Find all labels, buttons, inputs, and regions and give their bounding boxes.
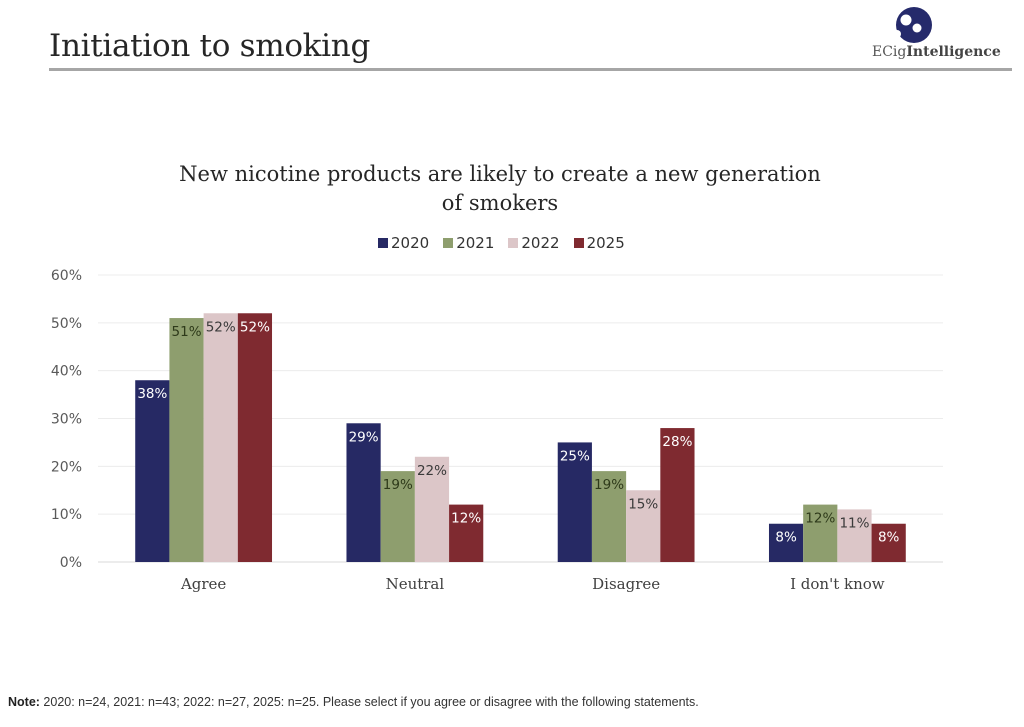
y-tick-label: 60%	[51, 268, 82, 284]
legend-label: 2022	[521, 234, 560, 252]
footnote: Note: 2020: n=24, 2021: n=43; 2022: n=27…	[8, 695, 699, 709]
data-label: 8%	[775, 530, 797, 546]
bar	[837, 509, 872, 562]
bar	[871, 523, 906, 562]
data-label: 8%	[878, 530, 900, 546]
data-label: 22%	[417, 463, 447, 479]
x-tick-label: Neutral	[386, 575, 445, 593]
bar	[557, 442, 592, 562]
bar	[237, 313, 273, 562]
data-label: 19%	[594, 477, 624, 493]
data-label: 12%	[805, 511, 835, 527]
bar	[591, 471, 627, 562]
logo-text-light: ECig	[872, 44, 907, 60]
y-tick-label: 0%	[60, 555, 82, 571]
data-label: 52%	[240, 319, 270, 335]
title-underline	[49, 68, 1012, 71]
data-label: 11%	[839, 515, 869, 531]
y-tick-label: 20%	[51, 459, 82, 475]
x-tick-label: I don't know	[790, 575, 885, 593]
data-label: 28%	[662, 434, 692, 450]
data-label: 25%	[560, 448, 590, 464]
logo-text-bold: Intelligence	[906, 44, 1001, 60]
footnote-label: Note:	[8, 695, 40, 709]
bar	[346, 423, 381, 562]
logo-text: ECigIntelligence	[872, 44, 1001, 60]
ecig-intelligence-logo	[870, 4, 1012, 64]
legend-item-2021: 2021	[443, 234, 494, 252]
bar	[203, 313, 238, 562]
chart-legend: 2020 2021 2022 2025	[378, 234, 625, 252]
data-label: 15%	[628, 496, 658, 512]
y-tick-label: 10%	[51, 507, 82, 523]
bar	[768, 523, 804, 562]
y-tick-label: 50%	[51, 316, 82, 332]
legend-item-2025: 2025	[573, 234, 625, 252]
legend-swatch	[378, 238, 388, 248]
chart-title-line-2: of smokers	[441, 191, 559, 215]
chart-title-line-1: New nicotine products are likely to crea…	[179, 162, 821, 186]
bar	[414, 456, 450, 562]
data-label: 29%	[349, 429, 379, 445]
legend-label: 2021	[456, 234, 495, 252]
legend-label: 2025	[586, 234, 625, 252]
bar	[169, 318, 204, 562]
chart-title: New nicotine products are likely to crea…	[100, 160, 900, 218]
legend-item-2022: 2022	[508, 234, 560, 252]
y-tick-label: 40%	[51, 364, 82, 380]
x-tick-label: Agree	[180, 575, 226, 593]
legend-swatch	[443, 238, 454, 248]
data-label: 38%	[137, 386, 167, 402]
data-label: 12%	[451, 511, 481, 527]
legend-swatch	[573, 238, 584, 248]
data-label: 19%	[383, 477, 413, 493]
bar	[135, 380, 170, 562]
footnote-text: 2020: n=24, 2021: n=43; 2022: n=27, 2025…	[39, 695, 699, 709]
legend-item-2020: 2020	[378, 234, 429, 252]
data-label: 52%	[206, 319, 236, 335]
data-label: 51%	[172, 324, 202, 340]
logo-mark-icon	[893, 7, 932, 43]
legend-label: 2020	[391, 234, 430, 252]
legend-swatch	[508, 238, 519, 248]
y-tick-label: 30%	[51, 412, 82, 428]
bar	[626, 490, 661, 562]
bar	[803, 504, 838, 562]
slide-title: Initiation to smoking	[49, 28, 370, 64]
bar	[660, 428, 695, 562]
bar	[380, 471, 415, 562]
bar	[449, 504, 484, 562]
x-tick-label: Disagree	[592, 575, 660, 593]
